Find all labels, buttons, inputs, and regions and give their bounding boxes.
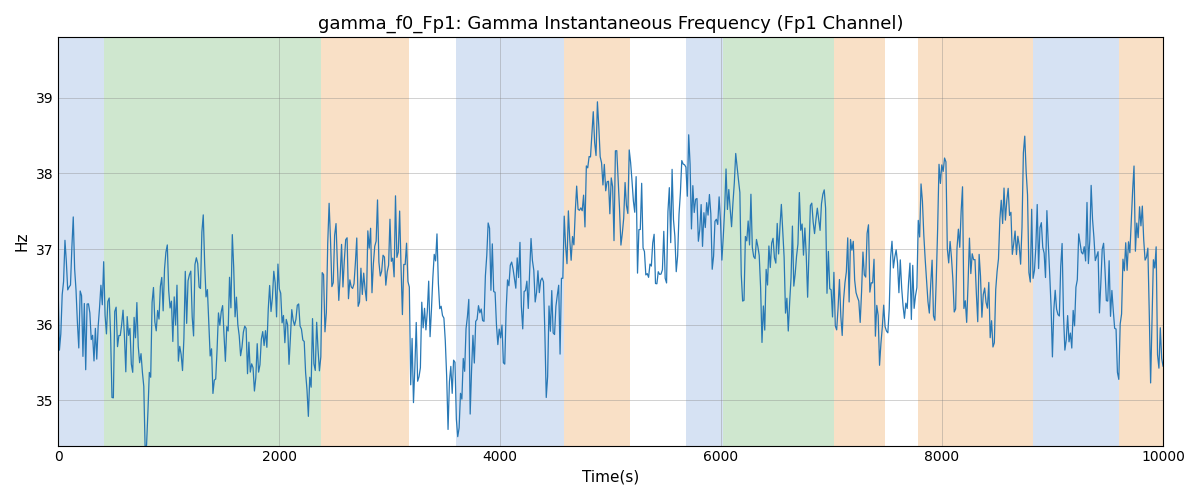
- Title: gamma_f0_Fp1: Gamma Instantaneous Frequency (Fp1 Channel): gamma_f0_Fp1: Gamma Instantaneous Freque…: [318, 15, 904, 34]
- Bar: [58, 38, 104, 446]
- Bar: [834, 38, 884, 446]
- Bar: [1033, 38, 1118, 446]
- Bar: [918, 38, 1033, 446]
- Y-axis label: Hz: Hz: [14, 232, 30, 251]
- Bar: [685, 38, 724, 446]
- Bar: [724, 38, 834, 446]
- Bar: [1118, 38, 1163, 446]
- X-axis label: Time(s): Time(s): [582, 470, 640, 485]
- Bar: [322, 38, 409, 446]
- Bar: [456, 38, 564, 446]
- Bar: [104, 38, 322, 446]
- Bar: [564, 38, 630, 446]
